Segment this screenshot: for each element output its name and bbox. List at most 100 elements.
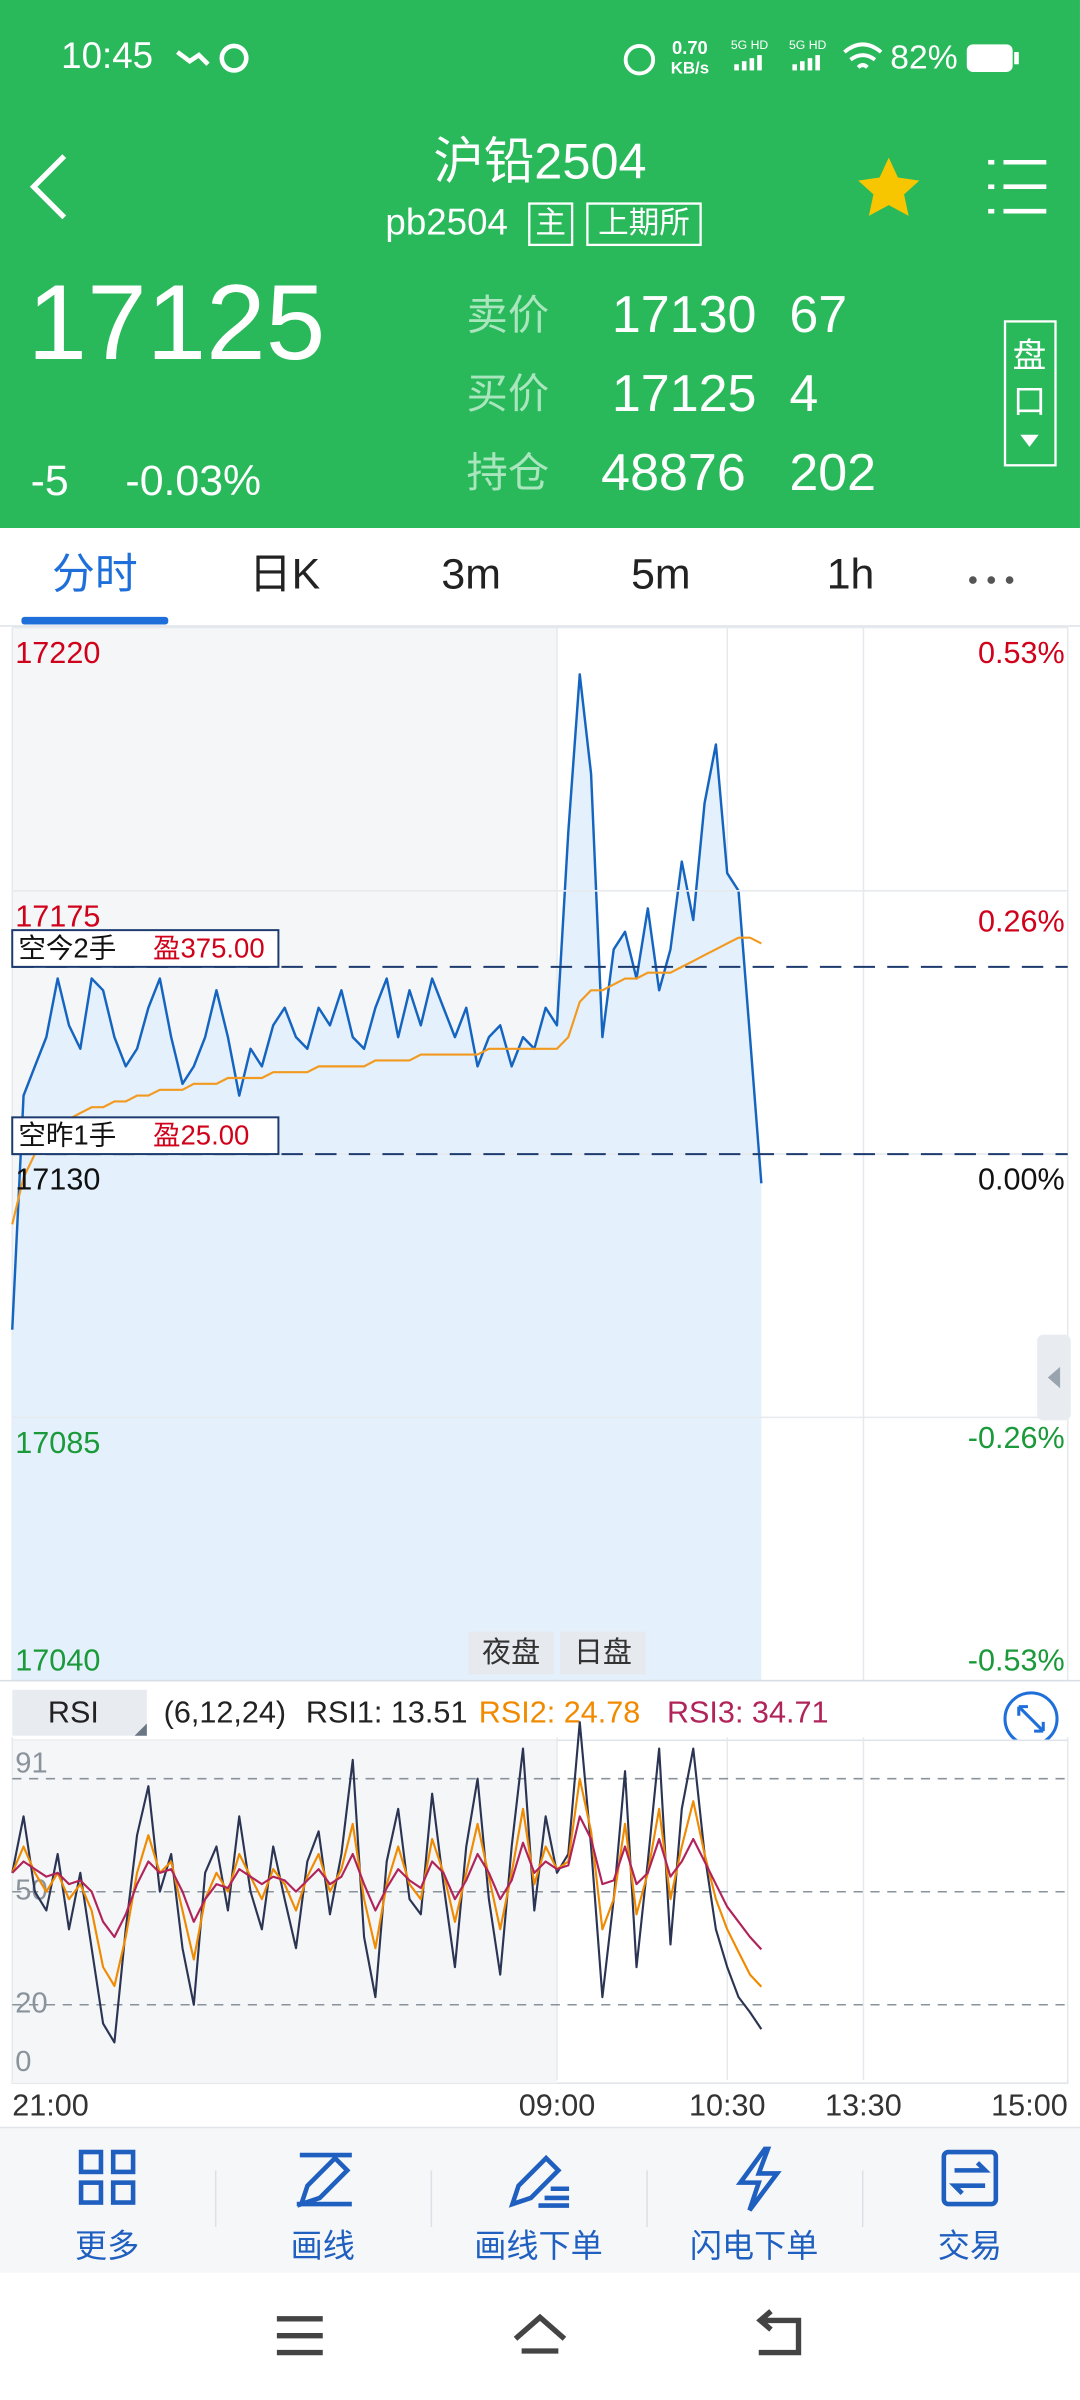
quote-price: 48876 (601, 444, 746, 502)
tab-bar (0, 528, 1080, 627)
y2-tick-label: 0.53% (978, 636, 1065, 670)
legend-entry: RSI1: 13.51 (306, 1695, 468, 1729)
quote-label: 买价 (467, 371, 550, 417)
indicator-name: RSI (48, 1695, 99, 1729)
tab[interactable]: 5m (631, 550, 690, 598)
position-profit: 盈375.00 (153, 932, 265, 963)
average-line (11, 936, 762, 1225)
indicator-selector[interactable] (12, 1689, 147, 1736)
y2-tick-label: -0.53% (968, 1643, 1065, 1677)
quote-volume: 4 (789, 365, 818, 423)
y-tick-label: 0 (15, 2046, 31, 2078)
rsi-line (11, 1815, 763, 1951)
more-tabs[interactable] (969, 576, 1014, 584)
indicator-params: (6,12,24) (164, 1695, 286, 1729)
quote-volume: 67 (789, 286, 847, 344)
status-icon (219, 43, 249, 73)
menu-button[interactable] (988, 159, 1047, 214)
rsi-line (11, 1721, 763, 2044)
toolbar-label[interactable]: 交易 (938, 2228, 1002, 2264)
alarm-icon (623, 44, 656, 76)
quote-price: 17130 (612, 286, 757, 344)
active-tab-indicator (21, 616, 169, 625)
y-tick-label: 50 (15, 1874, 47, 1906)
toolbar-label[interactable]: 画线 (291, 2228, 355, 2264)
y2-tick-label: 0.00% (978, 1163, 1065, 1197)
toolbar (0, 2127, 1080, 2273)
session-label: 夜盘 (482, 1636, 540, 1669)
rsi-chart: 21:00 09:00 10:30 13:30 15:00 0 20 50 91 (11, 1721, 1069, 2123)
header-bg (0, 0, 1080, 529)
y-tick-label: 17130 (15, 1163, 100, 1197)
tag: 主 (535, 206, 566, 240)
sim-label: 5G HD (731, 38, 769, 52)
last-price: 17125 (28, 262, 326, 382)
x-tick-label: 10:30 (689, 2089, 766, 2123)
depth-button[interactable] (1003, 320, 1057, 467)
tab[interactable]: 1h (827, 550, 875, 598)
depth-button-text: 口 (1013, 384, 1047, 421)
nav-bar (0, 2272, 1080, 2400)
price-chart: 17040 17085 17130 17175 17220 -0.53% -0.26% 0.0… (0, 626, 1080, 1682)
battery-icon (1014, 52, 1019, 65)
y-tick-label: 20 (15, 1987, 47, 2019)
status-icon (176, 50, 210, 66)
quote-rows: 卖价 17130 67 买价 17125 4 持仓 48876 202 (467, 286, 877, 502)
tabs: 分时 日K 3m 5m 1h (52, 550, 874, 598)
position-label: 空今2手 (18, 932, 116, 963)
toolbar-label[interactable]: 闪电下单 (690, 2228, 818, 2264)
y-tick-label: 17085 (15, 1426, 100, 1460)
tab[interactable]: 3m (441, 550, 500, 598)
y2-tick-label: -0.26% (968, 1421, 1065, 1455)
nav-buttons[interactable] (276, 2309, 802, 2356)
net-speed: 0.70 (672, 37, 708, 58)
depth-arrow (1020, 434, 1039, 447)
favorite-star[interactable] (858, 157, 920, 216)
session-label-bg (560, 1631, 646, 1675)
y-tick-label: 17220 (15, 636, 100, 670)
side-handle-arrow (1047, 1366, 1061, 1389)
x-tick-label: 15:00 (991, 2089, 1068, 2123)
session-label-bg (468, 1631, 554, 1675)
quote-price: 17125 (612, 365, 757, 423)
x-tick-label: 13:30 (825, 2089, 902, 2123)
tag-box (586, 202, 702, 247)
position-profit: 盈25.00 (153, 1120, 249, 1151)
toolbar-label[interactable]: 画线下单 (474, 2228, 602, 2264)
x-tick-label: 09:00 (519, 2089, 596, 2123)
battery-icon (966, 44, 1013, 72)
rsi-line (11, 1777, 763, 1988)
indicator-bar (0, 1683, 1080, 1739)
position-box (11, 929, 280, 968)
toolbar-dividers (214, 2170, 864, 2228)
legend-entry: RSI3: 34.71 (667, 1695, 829, 1729)
toolbar-icons (78, 2146, 999, 2212)
signal-icon (792, 55, 820, 71)
toolbar-label[interactable]: 更多 (75, 2228, 139, 2264)
quote-volume: 202 (789, 444, 876, 502)
y2-tick-label: 0.26% (978, 904, 1065, 938)
sim-label: 5G HD (789, 38, 827, 52)
legend-entry: RSI2: 24.78 (479, 1695, 641, 1729)
tab[interactable]: 日K (249, 550, 321, 598)
change: -5 (31, 457, 69, 505)
title: 沪铅2504 (433, 133, 646, 190)
expand-icon (1017, 1705, 1045, 1733)
status-time: 10:45 (61, 35, 153, 76)
tag-box (528, 202, 574, 247)
back-button[interactable] (29, 154, 67, 220)
position-box (11, 1116, 280, 1156)
signal-icon (734, 55, 762, 71)
net-unit: KB/s (671, 58, 709, 77)
y-tick-label: 17175 (15, 899, 100, 933)
tab[interactable]: 分时 (52, 550, 138, 598)
toolbar-labels: 更多 画线 画线下单 闪电下单 交易 (75, 2228, 1002, 2264)
position-label: 空昨1手 (18, 1120, 116, 1151)
price-line-area (12, 674, 762, 1681)
x-tick-label: 21:00 (12, 2089, 89, 2123)
contract-code: pb2504 (385, 202, 507, 243)
y-tick-label: 91 (15, 1747, 47, 1779)
night-session-bg (12, 1740, 558, 2084)
